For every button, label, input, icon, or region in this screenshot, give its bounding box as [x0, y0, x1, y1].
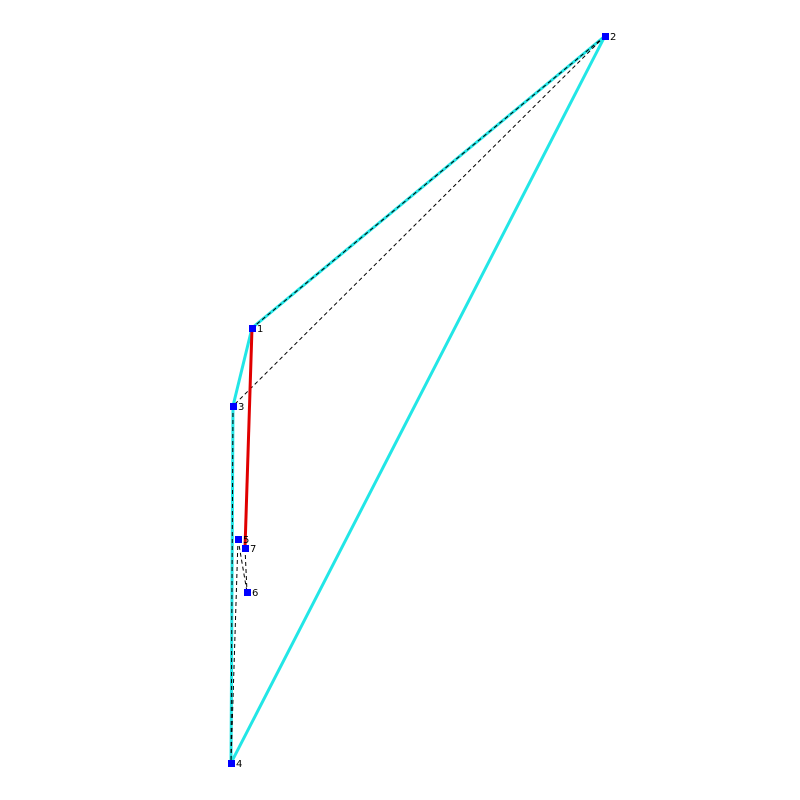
node-label: 3: [238, 402, 244, 413]
polygon-edge: [229, 34, 607, 764]
node-label: 5: [243, 535, 249, 546]
node-label: 4: [236, 759, 242, 770]
dashed-edge: [251, 35, 606, 329]
node-label: 6: [252, 588, 258, 599]
node-point: [244, 589, 251, 596]
node-point: [602, 33, 609, 40]
dashed-edge: [244, 547, 248, 593]
dashed-edge: [230, 538, 239, 764]
dashed-edge: [237, 538, 248, 593]
red-edge: [243, 327, 254, 549]
dashed-edge: [230, 405, 234, 764]
node-label: 1: [257, 324, 263, 335]
node-point: [230, 403, 237, 410]
node-label: 7: [250, 544, 256, 555]
node-point: [228, 760, 235, 767]
node-point: [249, 325, 256, 332]
node-point: [242, 545, 249, 552]
node-point: [235, 536, 242, 543]
node-label: 2: [610, 32, 616, 43]
dashed-edge: [232, 35, 606, 407]
